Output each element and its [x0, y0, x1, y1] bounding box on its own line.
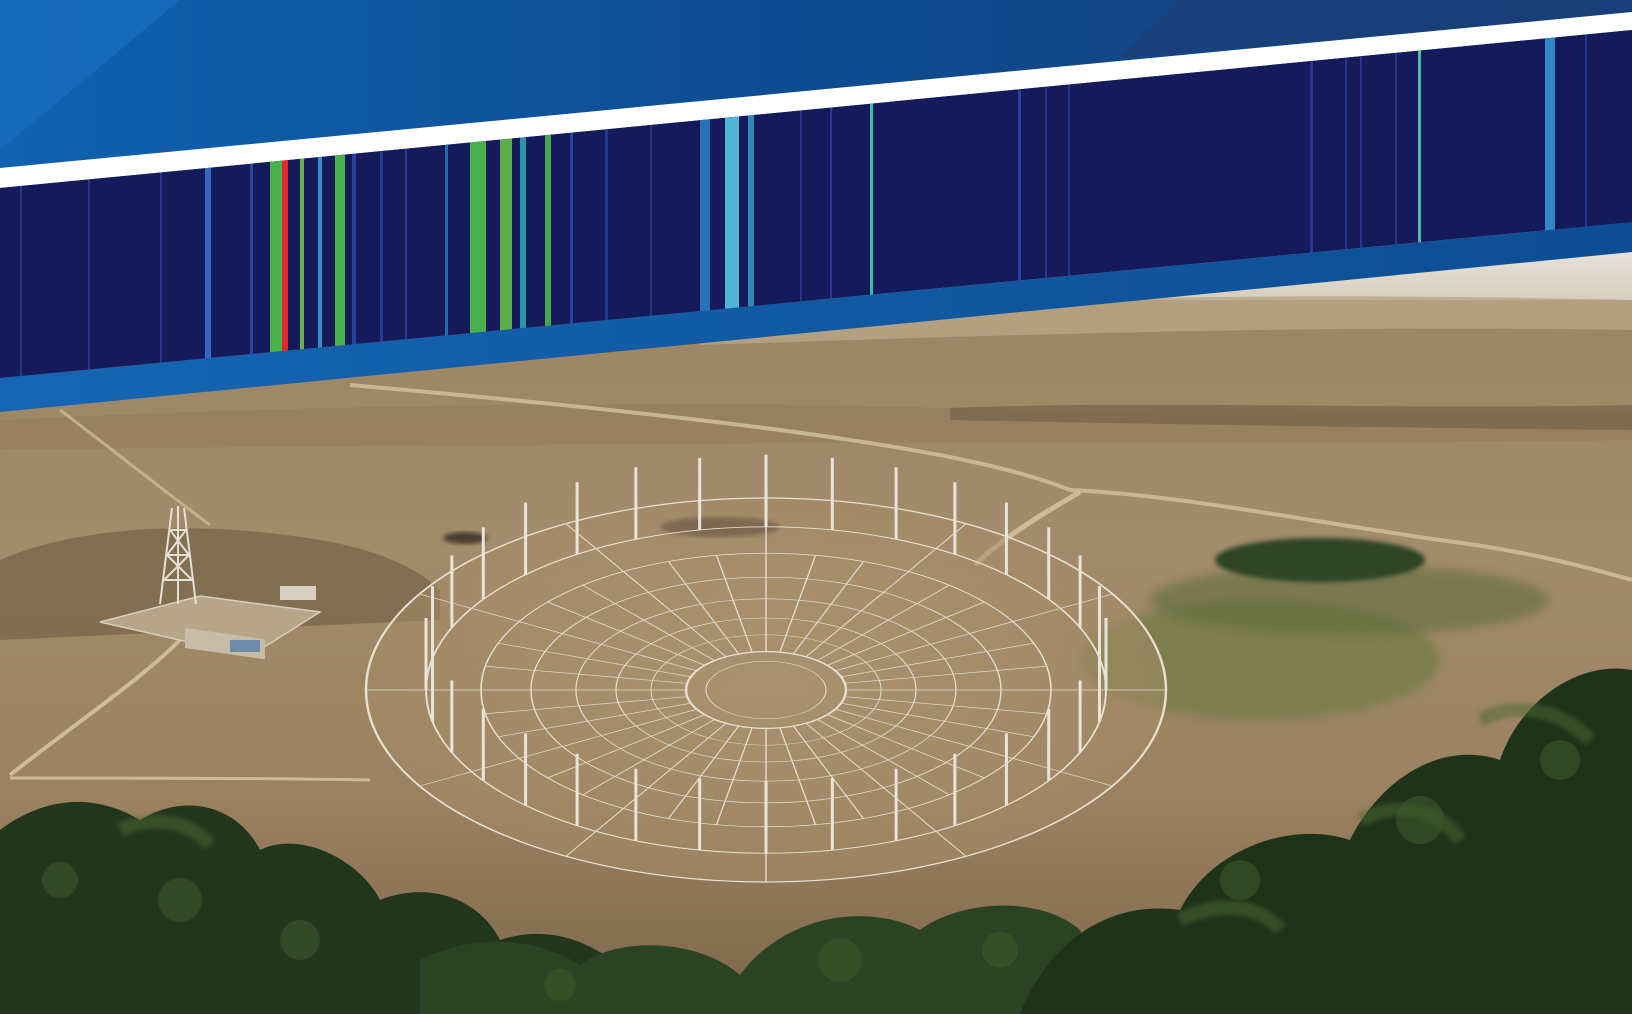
array-spoke	[805, 523, 967, 657]
spectrogram-streak	[88, 30, 90, 378]
array-spoke	[826, 601, 985, 666]
station-building	[280, 586, 316, 600]
tree-speckles	[42, 740, 1580, 1001]
array-spoke	[816, 719, 950, 796]
spectrogram-streak	[700, 30, 710, 378]
spectrogram-streak	[1545, 30, 1555, 378]
spectrogram-streak	[282, 30, 288, 378]
array-spoke	[844, 665, 1047, 684]
station-building	[230, 640, 260, 652]
spectrogram-streak	[20, 30, 22, 378]
array-spoke	[834, 708, 1113, 787]
spectrogram-streak	[830, 30, 832, 378]
array-spoke	[547, 601, 706, 666]
spectrogram-signals	[20, 30, 1587, 378]
array-spoke	[834, 593, 1113, 672]
array-spoke	[497, 642, 692, 678]
spectrogram-streak	[800, 30, 802, 378]
lattice-tower	[159, 506, 197, 605]
array-ground	[366, 498, 1166, 882]
header-banner	[0, 0, 1632, 412]
array-spoke	[840, 642, 1035, 678]
array-spokes	[366, 497, 1166, 883]
array-spoke	[715, 727, 753, 825]
spectrogram-streak	[605, 30, 608, 378]
banner-white-stripe	[0, 12, 1632, 188]
array-spoke	[816, 584, 950, 661]
spectrogram-streak	[650, 30, 652, 378]
banner-facet-dark	[1120, 0, 1632, 58]
spectrogram-streak	[1395, 30, 1397, 378]
array-spoke	[779, 555, 817, 653]
spectrogram-streak	[520, 30, 526, 378]
spectrogram-streak	[748, 30, 754, 378]
road-station	[8, 638, 182, 777]
foreground-trees	[0, 668, 1632, 1014]
spectrogram-streak	[1345, 30, 1347, 378]
array-spoke	[826, 714, 985, 779]
array-spoke	[667, 725, 740, 819]
array-spoke	[419, 708, 698, 787]
array-spoke	[715, 555, 753, 653]
road-far	[349, 383, 1071, 492]
spectrogram-streak	[1585, 30, 1587, 378]
array-spoke	[497, 702, 692, 738]
array-spoke	[547, 714, 706, 779]
array-spoke	[792, 561, 865, 655]
array-spoke	[565, 523, 727, 657]
array-spoke	[844, 696, 1047, 715]
shrub-cluster	[1215, 538, 1425, 582]
spectrogram-streak	[318, 30, 322, 378]
tree-canopy-center	[420, 905, 1120, 1014]
array-spoke	[667, 561, 740, 655]
spectrogram-streak	[335, 30, 345, 378]
array-spoke	[582, 719, 716, 796]
banner-lower-band	[0, 222, 1632, 412]
array-spoke	[582, 584, 716, 661]
array-spoke	[485, 665, 688, 684]
road-left	[59, 408, 211, 527]
spectrogram-streak	[570, 30, 573, 378]
spectrogram-streak	[445, 30, 448, 378]
spectrogram-streak	[160, 30, 162, 378]
spectrogram-streak	[205, 30, 211, 378]
spectrogram-streak	[300, 30, 304, 378]
spectrogram-streak	[250, 30, 253, 378]
array-spoke	[565, 723, 727, 857]
spectrogram-streak	[1045, 30, 1047, 378]
station-hill	[0, 528, 440, 640]
spectrogram-streak	[870, 30, 873, 378]
road-right	[1069, 488, 1632, 582]
banner-facet-light	[0, 0, 180, 150]
antenna-array	[364, 454, 1168, 883]
spectrogram-streak	[1418, 30, 1421, 378]
spectrogram-streak	[380, 30, 383, 378]
array-spoke	[485, 696, 688, 715]
station	[99, 506, 323, 660]
array-spoke	[419, 593, 698, 672]
ridge-shadow	[950, 404, 1632, 430]
spectrogram-streak	[405, 30, 407, 378]
spectrogram-streak	[545, 30, 551, 378]
spectrogram-streak	[352, 30, 356, 378]
tree-canopy-right	[1020, 668, 1632, 1014]
array-spoke	[779, 727, 817, 825]
road-array	[9, 776, 371, 782]
array-spoke	[840, 702, 1035, 738]
rock-outcrop	[443, 532, 487, 544]
spectrogram-streak	[1068, 30, 1070, 378]
spectrogram-streak	[1018, 30, 1021, 378]
array-masts	[424, 454, 1108, 854]
array-spoke	[792, 725, 865, 819]
array-spoke	[805, 723, 967, 857]
vegetation-patch	[1150, 565, 1550, 635]
spectrogram-streak	[1310, 30, 1313, 378]
spectrogram-streak	[1360, 30, 1362, 378]
